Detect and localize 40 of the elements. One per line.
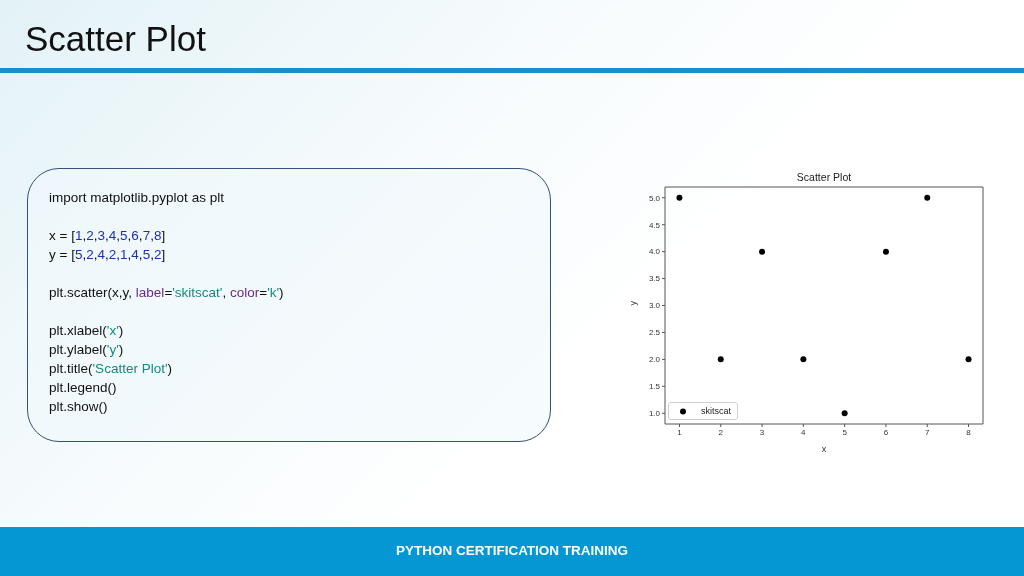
point (800, 356, 807, 363)
point (717, 356, 724, 363)
x-tick-label: 2 (718, 427, 724, 437)
x-tick-label: 3 (759, 427, 765, 437)
point (965, 356, 972, 363)
text: plt.title('Scatter Plot') (49, 361, 172, 376)
y-tick-label: 1.5 (648, 382, 661, 392)
y-tick-label: 3.5 (648, 274, 661, 284)
text: plt.show() (49, 399, 108, 414)
point (882, 248, 889, 255)
chart-title: Scatter Plot (796, 171, 852, 183)
text: PYTHON CERTIFICATION TRAINING (395, 543, 629, 558)
text: plt.legend() (49, 380, 117, 395)
x-tick-label: 1 (677, 427, 683, 437)
y-tick-label: 4.0 (648, 247, 661, 257)
y-tick-label: 4.5 (648, 220, 661, 230)
point (759, 248, 766, 255)
y-axis-title: y (628, 300, 639, 306)
point (676, 194, 683, 201)
text: plt.scatter(x,y, label='skitscat', color='k') (49, 285, 284, 300)
text: plt.xlabel('x') (49, 323, 124, 338)
y-tick-label: 1.0 (648, 409, 661, 419)
x-tick-label: 4 (801, 427, 807, 437)
x-tick-label: 8 (966, 427, 972, 437)
text: Scatter Plot (25, 19, 206, 58)
text: y = [5,2,4,2,1,4,5,2] (49, 247, 166, 262)
y-tick-label: 2.0 (648, 355, 661, 365)
y-tick-label: 2.5 (648, 328, 661, 338)
x-tick-label: 5 (842, 427, 848, 437)
y-tick-label: 3.0 (648, 301, 661, 311)
text: x = [1,2,3,4,5,6,7,8] (49, 228, 166, 243)
point (924, 194, 931, 201)
x-tick-label: 6 (883, 427, 889, 437)
x-axis-title: x (821, 444, 827, 454)
x-tick-label: 7 (925, 427, 931, 437)
y-tick-label: 5.0 (648, 193, 661, 203)
text: import matplotlib.pyplot as plt (49, 190, 224, 205)
text: plt.ylabel('y') (49, 342, 124, 357)
legend-label: skitscat (701, 406, 732, 416)
point (841, 410, 848, 417)
